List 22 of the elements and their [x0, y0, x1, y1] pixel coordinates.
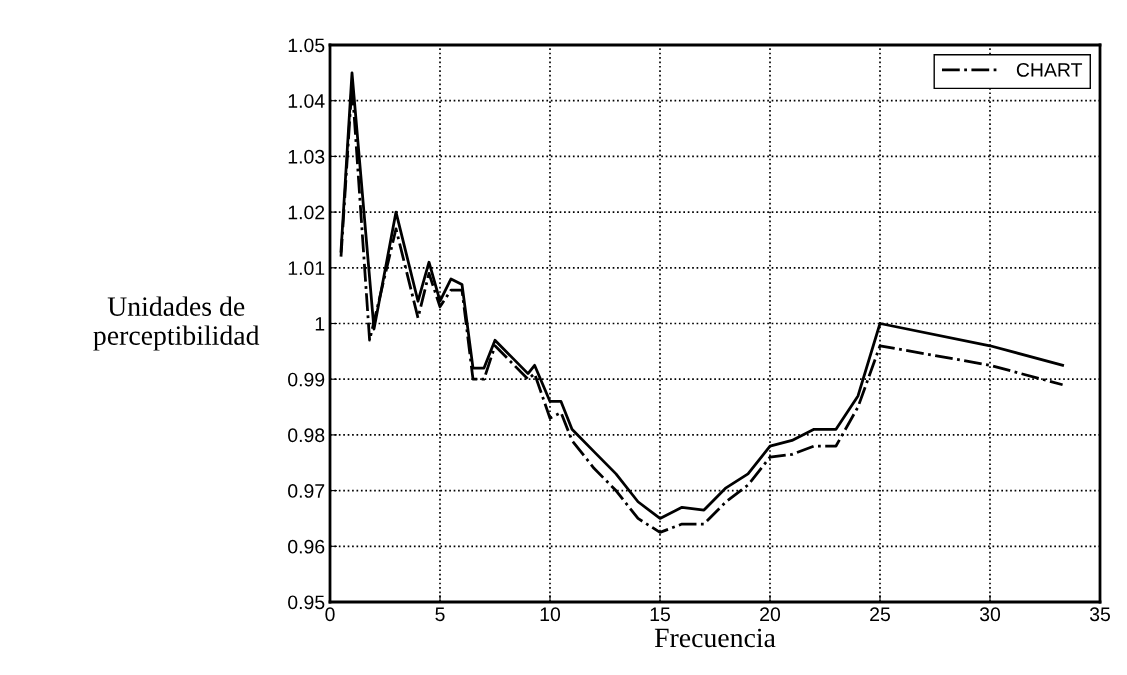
x-tick-label: 35 — [1089, 607, 1110, 622]
x-tick-label: 10 — [540, 607, 561, 622]
y-tick-label: 1 — [315, 317, 325, 331]
y-tick-label: 0.97 — [288, 484, 325, 498]
y-tick-label: 1.05 — [288, 38, 325, 53]
x-tick-label: 0 — [325, 607, 335, 622]
y-axis-title: Unidades de perceptibilidad — [93, 296, 260, 351]
x-tick-label: 25 — [870, 607, 890, 622]
y-tick-label: 1.02 — [288, 205, 325, 220]
legend-label: CHART — [1016, 63, 1083, 77]
y-tick-label: 0.96 — [288, 539, 325, 554]
y-tick-label: 0.98 — [288, 428, 325, 443]
x-tick-label: 30 — [979, 607, 1001, 622]
y-tick-label: 0.99 — [288, 372, 325, 387]
x-tick-label: 20 — [760, 607, 781, 622]
x-tick-label: 15 — [650, 607, 670, 622]
y-tick-label: 1.04 — [288, 94, 325, 108]
y-tick-label: 1.01 — [288, 261, 325, 276]
y-tick-label: 0.95 — [288, 595, 325, 610]
y-tick-label: 1.03 — [288, 149, 325, 164]
x-tick-label: 5 — [435, 607, 445, 622]
x-axis-title: Frecuencia — [654, 628, 776, 648]
